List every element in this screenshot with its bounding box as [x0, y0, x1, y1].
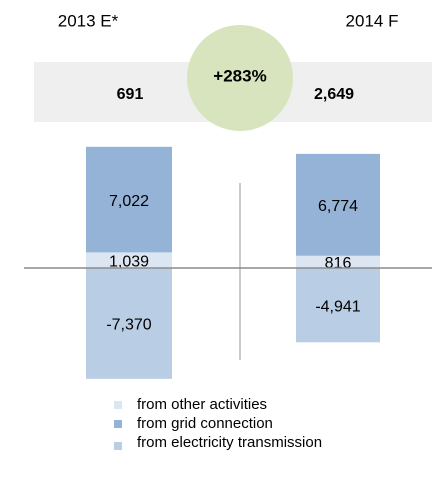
bar-segment [86, 268, 172, 379]
change-circle [187, 25, 293, 131]
legend-swatch [114, 442, 122, 450]
legend-swatch [114, 420, 122, 428]
legend-label: from electricity transmission [137, 434, 322, 451]
total-label: 2,649 [314, 86, 354, 103]
legend-swatch [114, 401, 122, 409]
legend-label: from grid connection [137, 415, 273, 432]
category-label: 2014 F [346, 11, 399, 30]
change-annotation: +283% [213, 66, 266, 85]
bar-segment [86, 252, 172, 268]
legend-label: from other activities [137, 396, 267, 413]
data-label: 6,774 [318, 198, 358, 215]
data-label: -7,370 [106, 317, 151, 334]
category-label: 2013 E* [58, 11, 119, 30]
bar-segment [296, 153, 380, 256]
bar-segment [296, 255, 380, 268]
data-label: -4,941 [315, 298, 360, 315]
data-label: 7,022 [109, 193, 149, 210]
bar-segment [296, 268, 380, 343]
bar-segment [86, 146, 172, 253]
total-label: 691 [117, 86, 144, 103]
data-label: 1,039 [109, 253, 149, 270]
